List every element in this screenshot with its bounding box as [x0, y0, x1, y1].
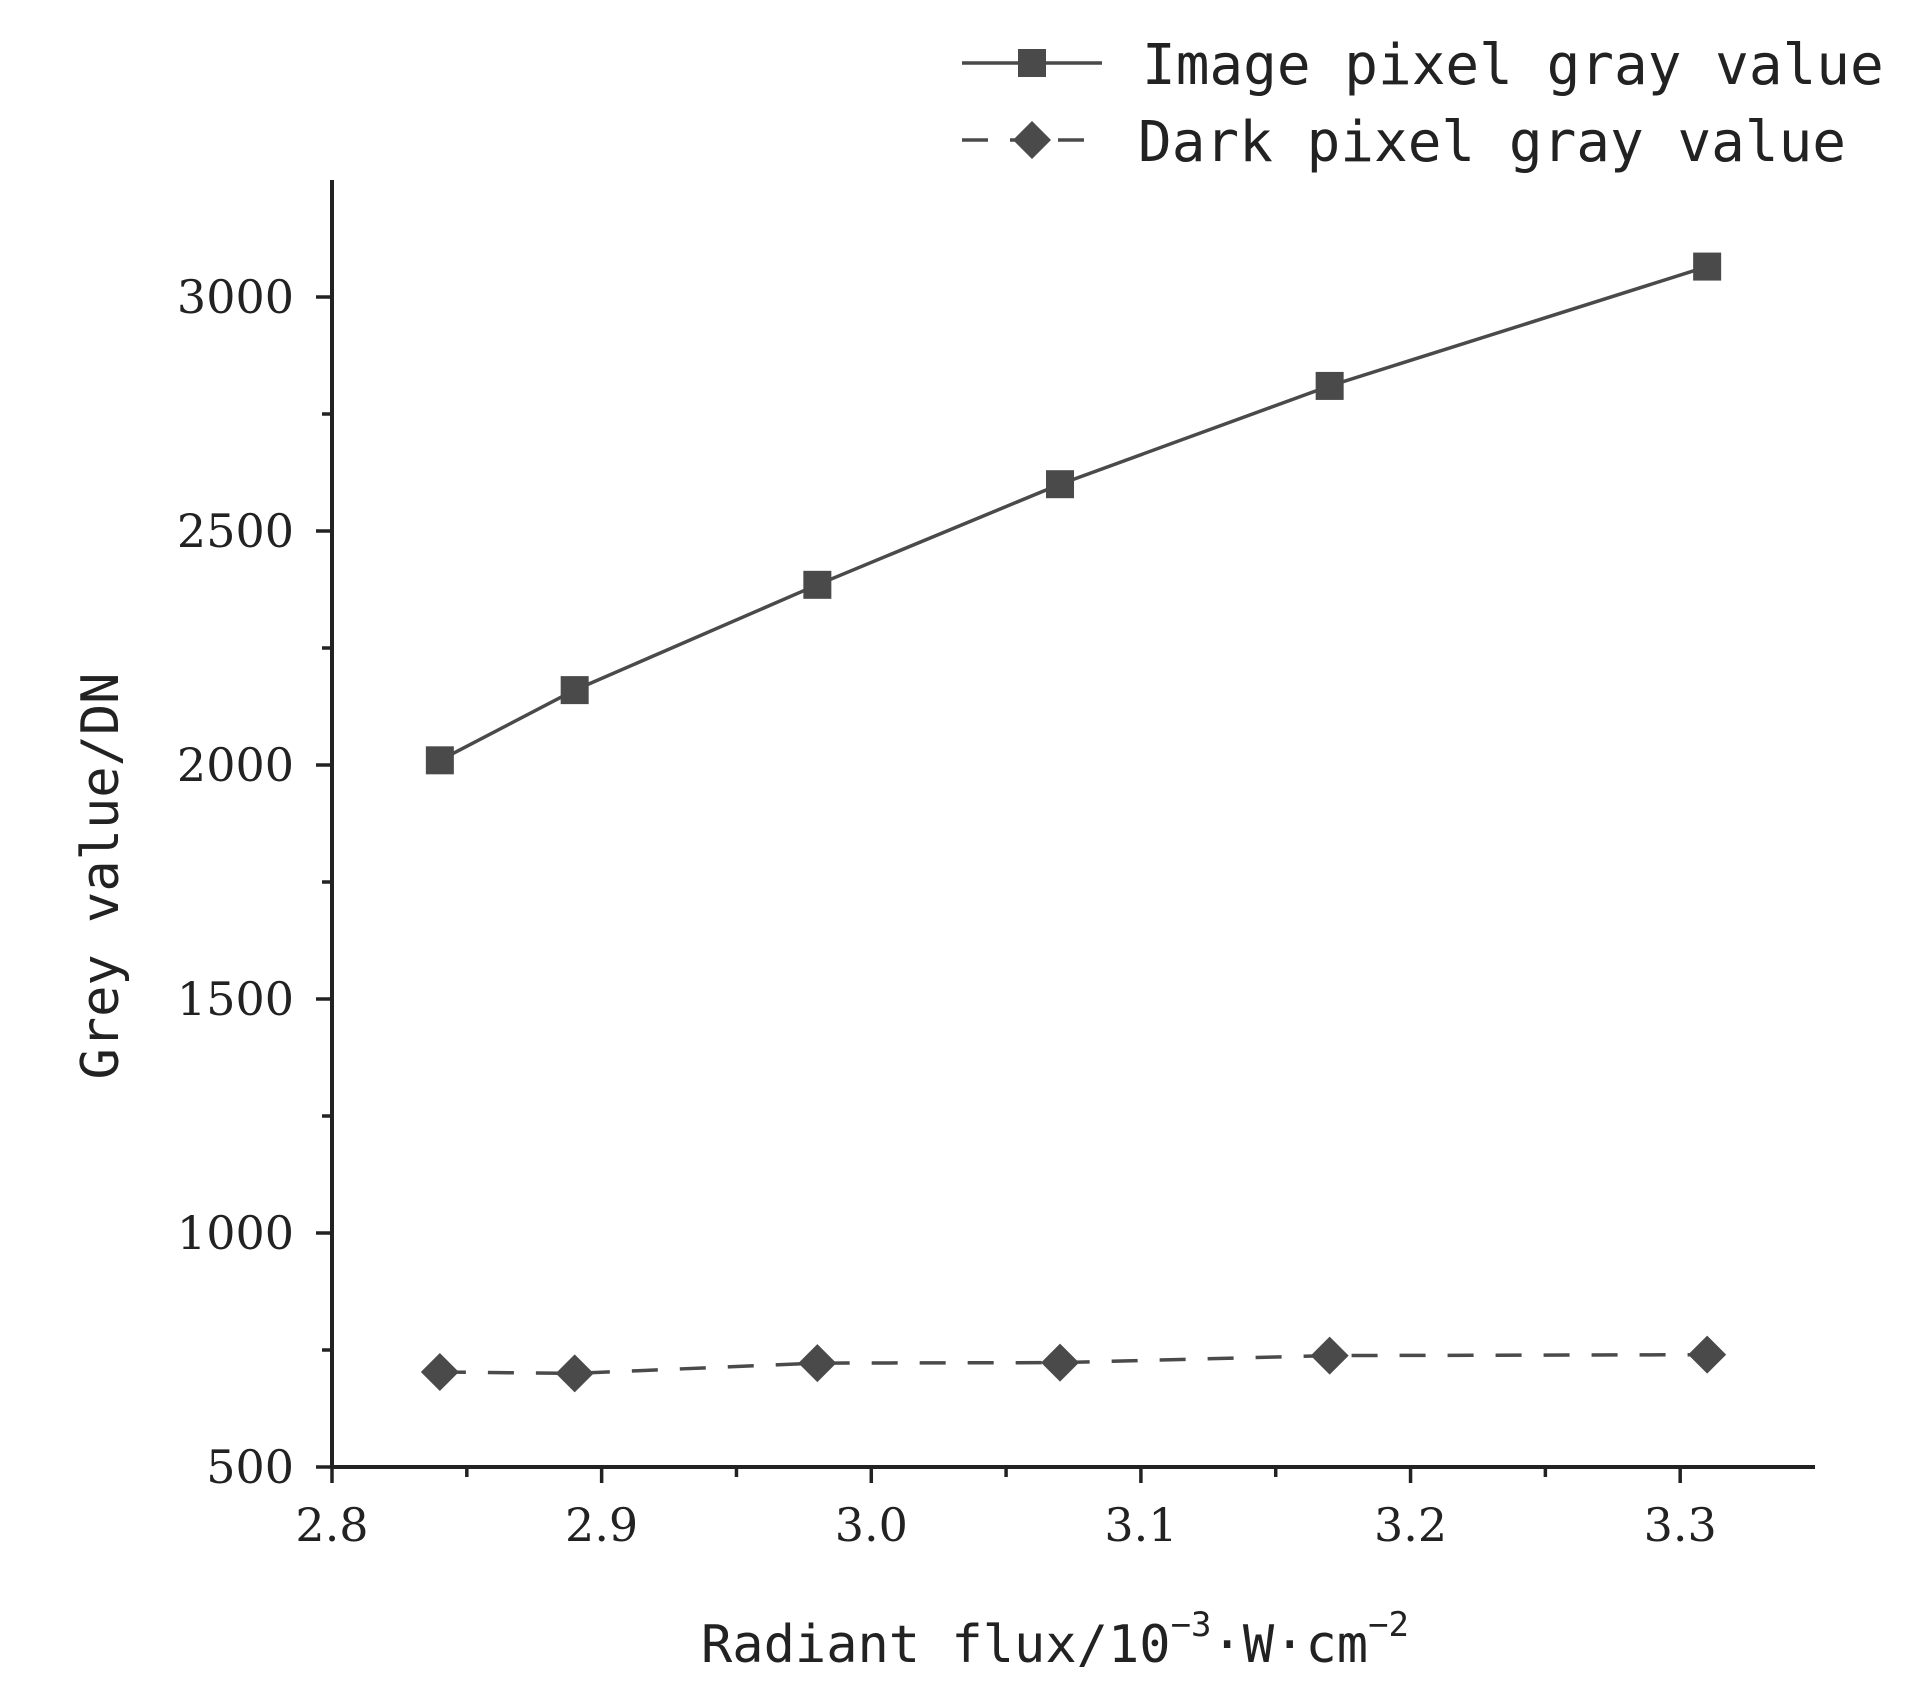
y-tick-label: 1500 — [177, 972, 294, 1026]
data-point-square — [560, 676, 589, 705]
data-point-diamond — [1310, 1336, 1349, 1375]
x-axis-title-superscript-2: −2 — [1368, 1605, 1409, 1645]
x-axis-title-units: ·W·cm — [1212, 1615, 1369, 1675]
x-tick-label: 3.1 — [1104, 1498, 1177, 1552]
legend-entry-dark-pixel: Dark pixel gray value — [962, 110, 1846, 175]
data-point-square — [803, 570, 832, 599]
y-tick-label: 2000 — [177, 738, 294, 792]
data-point-square — [425, 746, 454, 775]
legend-entry-image-pixel: Image pixel gray value — [962, 33, 1884, 98]
data-point-diamond — [1041, 1343, 1080, 1382]
chart-axes: 500 1000 1500 2000 2500 3000 2.8 2.9 3.0 3.1 3.2 3.… — [177, 180, 1815, 1552]
y-tick-label: 2500 — [177, 504, 294, 558]
series-image-pixel — [425, 252, 1722, 775]
chart-legend: Image pixel gray value Dark pixel gray v… — [962, 33, 1884, 175]
x-tick-label: 3.0 — [835, 1498, 908, 1552]
legend-label-image-pixel: Image pixel gray value — [1142, 33, 1884, 98]
data-point-diamond — [420, 1352, 459, 1391]
data-point-square — [1693, 252, 1722, 281]
data-point-square — [1315, 371, 1344, 400]
y-tick-label: 1000 — [177, 1206, 294, 1260]
series-line — [439, 1352, 1708, 1376]
legend-diamond-marker — [1013, 121, 1051, 159]
y-axis-title: Grey value/DN — [71, 673, 131, 1080]
y-tick-label: 500 — [206, 1440, 294, 1494]
x-axis-title-superscript-1: −3 — [1171, 1605, 1212, 1645]
data-point-diamond — [1688, 1335, 1727, 1374]
x-tick-label: 3.3 — [1644, 1498, 1717, 1552]
x-tick-label: 3.2 — [1374, 1498, 1447, 1552]
legend-label-dark-pixel: Dark pixel gray value — [1138, 110, 1846, 175]
x-tick-label: 2.8 — [295, 1498, 368, 1552]
x-tick-label: 2.9 — [565, 1498, 638, 1552]
y-tick-label: 3000 — [177, 270, 294, 324]
data-point-diamond — [798, 1344, 837, 1383]
data-point-square — [1046, 470, 1075, 499]
series-line — [439, 264, 1708, 762]
data-point-diamond — [555, 1354, 594, 1393]
legend-square-marker — [1018, 49, 1046, 77]
x-axis-title: Radiant flux/10−3·W·cm−2 — [701, 1605, 1409, 1675]
chart-series — [420, 252, 1727, 1393]
series-dark-pixel — [420, 1335, 1727, 1393]
x-axis-title-main: Radiant flux/10 — [701, 1615, 1171, 1675]
